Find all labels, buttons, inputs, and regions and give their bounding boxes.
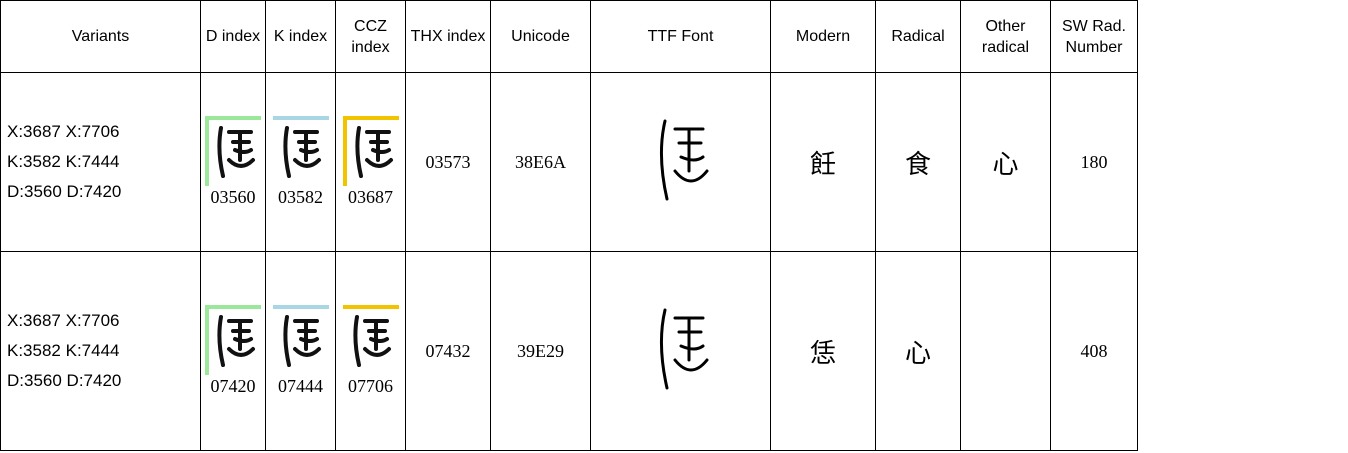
index-table: Variants D index K index CCZ index THX index… bbox=[0, 0, 1138, 451]
glyph-image bbox=[342, 305, 399, 375]
variants-cell: X:3687 X:7706 K:3582 K:7444 D:3560 D:7420 bbox=[0, 251, 201, 451]
variant-line: D:3560 D:7420 bbox=[7, 371, 122, 390]
glyph-image bbox=[342, 116, 399, 186]
sw-number: 408 bbox=[1050, 251, 1138, 451]
header-cell: SW Rad. Number bbox=[1050, 0, 1138, 73]
thx-index: 07432 bbox=[405, 251, 491, 451]
image-cell: 07444 bbox=[265, 251, 336, 451]
image-cell: 03582 bbox=[265, 72, 336, 252]
other-radical: 心 bbox=[960, 72, 1051, 252]
header-cell: CCZ index bbox=[335, 0, 406, 73]
unicode: 38E6A bbox=[490, 72, 591, 252]
image-cell: 03560 bbox=[200, 72, 266, 252]
glyph-image bbox=[272, 305, 329, 375]
glyph-image bbox=[272, 116, 329, 186]
header-cell: Variants bbox=[0, 0, 201, 73]
variant-line: D:3560 D:7420 bbox=[7, 182, 122, 201]
variant-line: X:3687 X:7706 bbox=[7, 311, 120, 330]
image-label: 03560 bbox=[210, 187, 256, 207]
glyph-image bbox=[205, 305, 261, 375]
variant-line: X:3687 X:7706 bbox=[7, 122, 120, 141]
image-label: 07444 bbox=[278, 376, 323, 396]
header-cell: D index bbox=[200, 0, 266, 73]
header-row: Variants D index K index CCZ index THX index… bbox=[0, 0, 1138, 73]
ttf-font bbox=[590, 72, 771, 252]
variants-cell: X:3687 X:7706 K:3582 K:7444 D:3560 D:7420 bbox=[0, 72, 201, 252]
modern: 飪 bbox=[770, 72, 876, 252]
modern: 恁 bbox=[770, 251, 876, 451]
image-label: 07706 bbox=[348, 376, 393, 396]
header-cell: Radical bbox=[875, 0, 961, 73]
table-row: X:3687 X:7706 K:3582 K:7444 D:3560 D:7420 0… bbox=[0, 251, 1138, 451]
ttf-font bbox=[590, 251, 771, 451]
table-row: X:3687 X:7706 K:3582 K:7444 D:3560 D:7420 0… bbox=[0, 72, 1138, 252]
image-cell: 07706 bbox=[335, 251, 406, 451]
header-cell: Modern bbox=[770, 0, 876, 73]
sw-number: 180 bbox=[1050, 72, 1138, 252]
header-cell: K index bbox=[265, 0, 336, 73]
thx-index: 03573 bbox=[405, 72, 491, 252]
image-label: 07420 bbox=[210, 376, 256, 396]
ttf-glyph bbox=[659, 119, 708, 200]
image-label: 03687 bbox=[348, 187, 393, 207]
variant-line: K:3582 K:7444 bbox=[7, 152, 120, 171]
variant-line: K:3582 K:7444 bbox=[7, 341, 120, 360]
unicode: 39E29 bbox=[490, 251, 591, 451]
table-body: X:3687 X:7706 K:3582 K:7444 D:3560 D:7420 0… bbox=[0, 72, 1138, 451]
header-cell: Other radical bbox=[960, 0, 1051, 73]
ttf-glyph bbox=[659, 308, 708, 389]
radical: 食 bbox=[875, 72, 961, 252]
header-cell: Unicode bbox=[490, 0, 591, 73]
radical: 心 bbox=[875, 251, 961, 451]
image-cell: 03687 bbox=[335, 72, 406, 252]
glyph-image bbox=[205, 116, 261, 186]
empty-cell bbox=[960, 251, 1051, 451]
header-cell: TTF Font bbox=[590, 0, 771, 73]
header-cell: THX index bbox=[405, 0, 491, 73]
image-label: 03582 bbox=[278, 187, 323, 207]
image-cell: 07420 bbox=[200, 251, 266, 451]
